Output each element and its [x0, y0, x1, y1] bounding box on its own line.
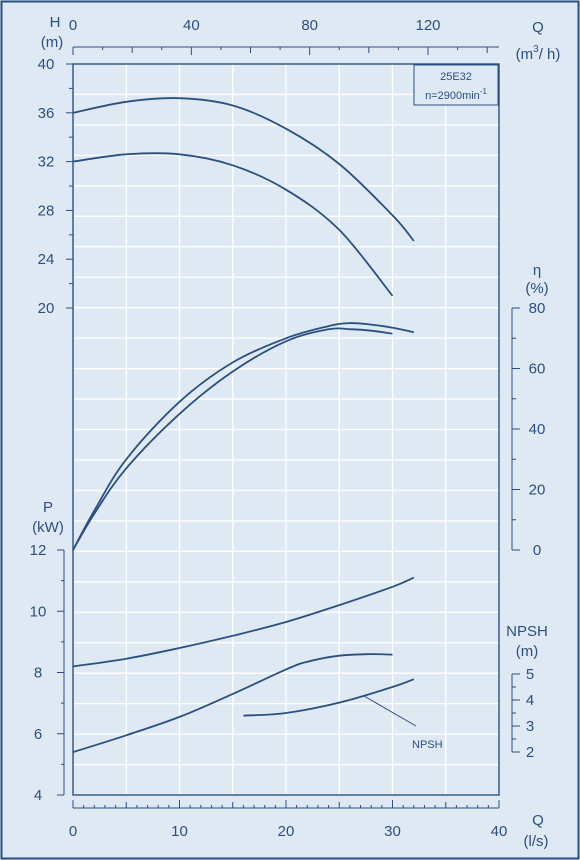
speed-label: n=2900min-1	[425, 87, 487, 102]
q-top-unit-pre: (m	[516, 46, 534, 63]
model-label: 25E32	[440, 71, 472, 83]
power-tick-label: 12	[30, 542, 47, 559]
q-bottom-axis-title: Q	[532, 812, 544, 829]
efficiency-tick-label: 40	[529, 421, 546, 438]
npsh-tick-label: 2	[526, 744, 534, 761]
npsh-tick-label: 3	[526, 718, 534, 735]
speed-value: n=2900min	[425, 90, 480, 102]
q-top-tick-label: 120	[415, 17, 440, 34]
npsh-axis-title: NPSH	[506, 623, 548, 640]
efficiency-axis-title: η	[533, 262, 541, 279]
efficiency-curve-3	[72, 322, 415, 551]
efficiency-tick-label: 60	[529, 361, 546, 378]
head-tick-label: 24	[38, 251, 55, 268]
power-curve-6	[72, 653, 393, 753]
q-top-unit-exp: 3	[533, 44, 539, 55]
chart-grid	[72, 63, 500, 796]
q-top-axis-title: Q	[532, 19, 544, 36]
npsh-leader-line	[363, 695, 417, 727]
head-tick-label: 20	[38, 300, 55, 317]
q-bottom-tick-label: 30	[384, 823, 401, 840]
npsh-curve-label: NPSH	[412, 739, 443, 751]
q-top-axis-unit: (m3/ h)	[516, 44, 561, 63]
npsh-tick-label: 4	[526, 692, 534, 709]
q-top-tick-label: 80	[301, 17, 318, 34]
power-tick-label: 4	[34, 787, 42, 804]
q-bottom-tick-label: 0	[69, 823, 77, 840]
q-bottom-tick-label: 40	[491, 823, 508, 840]
power-tick-label: 10	[30, 603, 47, 620]
q-top-tick-label: 40	[183, 17, 200, 34]
curves	[72, 97, 415, 753]
head-axis-unit: (m)	[41, 34, 64, 51]
npsh-axis-unit: (m)	[516, 643, 539, 660]
head-tick-label: 36	[38, 105, 55, 122]
head-curve-2	[72, 152, 394, 297]
npsh-curve-7	[243, 678, 415, 717]
head-tick-label: 40	[38, 56, 55, 73]
head-curve-1	[72, 97, 415, 242]
efficiency-tick-label: 20	[529, 482, 546, 499]
head-tick-label: 32	[38, 154, 55, 171]
npsh-tick-label: 5	[526, 666, 534, 683]
head-tick-label: 28	[38, 202, 55, 219]
q-top-tick-label: 0	[69, 17, 77, 34]
q-bottom-tick-label: 20	[278, 823, 295, 840]
q-bottom-tick-label: 10	[171, 823, 188, 840]
power-tick-label: 6	[34, 726, 42, 743]
plot-frame	[72, 63, 500, 796]
q-bottom-axis-unit: (l/s)	[524, 833, 549, 850]
power-axis-unit: (kW)	[32, 519, 64, 536]
efficiency-axis-unit: (%)	[525, 280, 548, 297]
head-axis-title: H	[50, 14, 61, 31]
power-axis-title: P	[43, 499, 53, 516]
efficiency-curve-4	[72, 327, 393, 551]
efficiency-tick-label: 80	[529, 300, 546, 317]
speed-exponent: -1	[480, 87, 488, 96]
power-tick-label: 8	[34, 665, 42, 682]
model-box: 25E32 n=2900min-1	[413, 64, 499, 106]
q-top-unit-post: / h)	[539, 46, 561, 63]
power-curve-5	[72, 576, 415, 668]
efficiency-tick-label: 0	[533, 542, 541, 559]
